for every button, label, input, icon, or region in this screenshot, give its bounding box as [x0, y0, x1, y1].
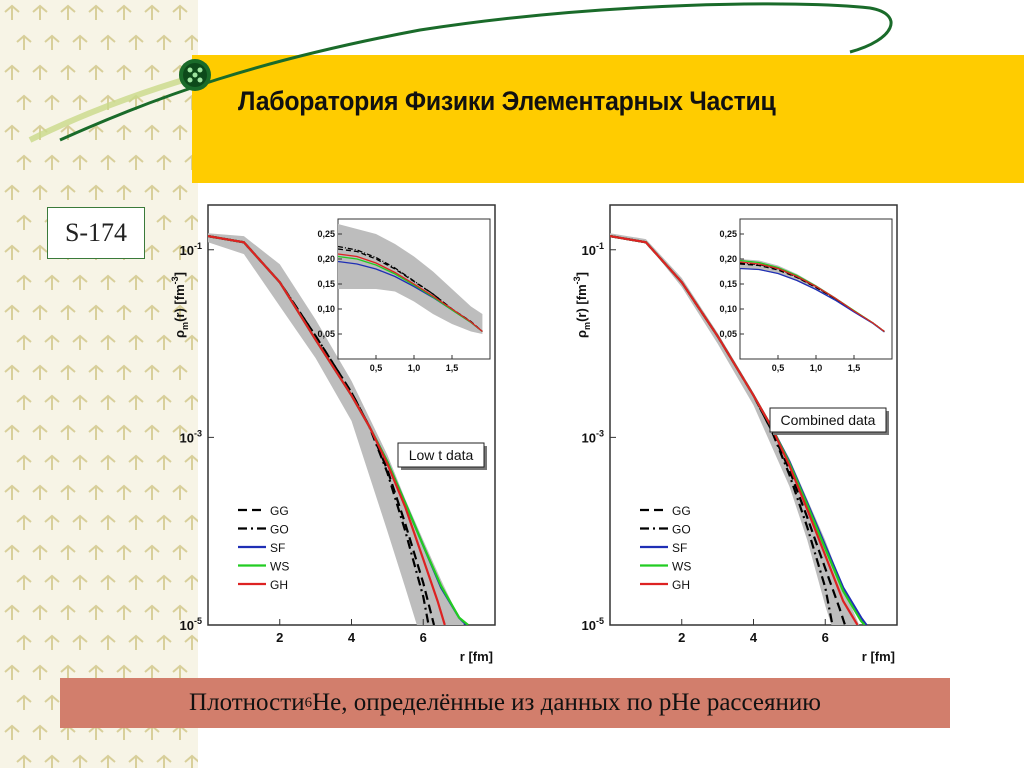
- legend-label-gg: GG: [672, 504, 691, 518]
- chart-combined-data: 2 4 6 10-1 10-3 10-5 r [fm] ρm(r) [fm-3] Combine…: [572, 204, 898, 664]
- x-tick-label: 6: [420, 630, 427, 645]
- y-axis-label: ρm(r) [fm-3]: [572, 272, 592, 338]
- chart-low-t-data: 2 4 6 10-1 10-3 10-5 r [fm] ρm(r) [fm-3] Low t d…: [170, 204, 496, 664]
- inset-x-tick-label: 1,0: [408, 363, 421, 373]
- inset-x-tick-label: 0,5: [772, 363, 785, 373]
- y-tick-label: 10-5: [180, 616, 202, 633]
- x-axis-label: r [fm]: [460, 649, 493, 664]
- legend-label-go: GO: [270, 523, 289, 537]
- inset-series-line-gh: [740, 261, 885, 333]
- annotation-text: Combined data: [781, 412, 876, 428]
- inset-y-tick-label: 0,05: [317, 329, 335, 339]
- decorative-pattern: [0, 0, 200, 770]
- y-tick-label: 10-3: [180, 428, 202, 445]
- uncertainty-band: [610, 233, 860, 625]
- x-tick-label: 4: [348, 630, 356, 645]
- caption-prefix: Плотности: [189, 689, 305, 716]
- inset-series-line-gh: [338, 253, 483, 332]
- legend-label-go: GO: [672, 523, 691, 537]
- plot-area: [208, 233, 469, 625]
- inset-x-tick-label: 1,5: [848, 363, 861, 373]
- atom-logo-icon: [179, 59, 211, 91]
- x-tick-label: 2: [276, 630, 283, 645]
- annotation-text: Low t data: [409, 447, 474, 463]
- y-tick-label: 10-3: [582, 428, 604, 445]
- series-line-gh: [208, 235, 446, 625]
- x-tick-label: 6: [822, 630, 829, 645]
- legend-label-gh: GH: [270, 578, 288, 592]
- inset-y-tick-label: 0,10: [719, 304, 737, 314]
- inset-y-tick-label: 0,15: [317, 279, 335, 289]
- inset-y-tick-label: 0,20: [719, 254, 737, 264]
- slide-code-label: S-174: [47, 207, 145, 259]
- inset-x-tick-label: 1,0: [810, 363, 823, 373]
- x-tick-label: 4: [750, 630, 758, 645]
- legend-label-sf: SF: [270, 541, 285, 555]
- legend-label-gh: GH: [672, 578, 690, 592]
- x-axis-label: r [fm]: [862, 649, 895, 664]
- inset-x-tick-label: 0,5: [370, 363, 383, 373]
- uncertainty-band: [208, 233, 464, 625]
- swoosh-decoration: [28, 2, 893, 143]
- caption-superscript: 6: [304, 694, 313, 711]
- legend-label-sf: SF: [672, 541, 687, 555]
- y-axis-label: ρm(r) [fm-3]: [170, 272, 190, 338]
- inset-x-tick-label: 1,5: [446, 363, 459, 373]
- inset-y-tick-label: 0,10: [317, 304, 335, 314]
- inset-y-tick-label: 0,15: [719, 279, 737, 289]
- caption-rest: He, определённые из данных по pHe рассея…: [312, 689, 821, 716]
- inset-y-tick-label: 0,05: [719, 329, 737, 339]
- x-tick-label: 2: [678, 630, 685, 645]
- inset-y-tick-label: 0,25: [317, 229, 335, 239]
- inset-uncertainty-band: [740, 259, 885, 333]
- legend-label-ws: WS: [270, 560, 289, 574]
- y-tick-label: 10-5: [582, 616, 604, 633]
- title-banner: [192, 55, 1024, 183]
- annotation-box: [397, 442, 485, 468]
- legend-label-ws: WS: [672, 560, 691, 574]
- inset-y-tick-label: 0,20: [317, 254, 335, 264]
- legend-label-gg: GG: [270, 504, 289, 518]
- slide-title: Лаборатория Физики Элементарных Частиц: [238, 86, 776, 116]
- y-tick-label: 10-1: [582, 241, 604, 258]
- inset-y-tick-label: 0,25: [719, 229, 737, 239]
- inset-area: [338, 224, 483, 334]
- slide-caption: Плотности 6 He, определённые из данных по…: [60, 678, 950, 728]
- inset-area: [740, 259, 885, 333]
- y-tick-label: 10-1: [180, 241, 202, 258]
- annotation-box: [769, 407, 887, 433]
